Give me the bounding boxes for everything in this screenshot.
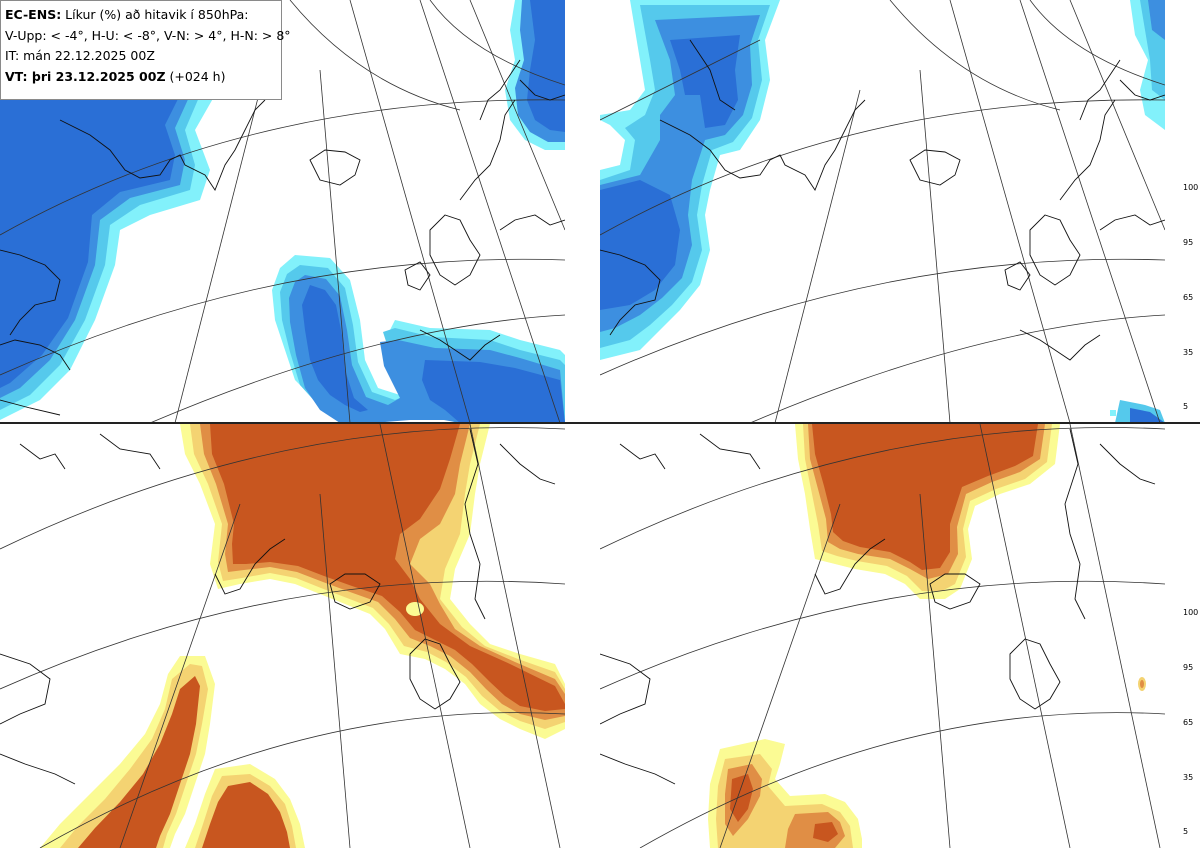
info-title-model: EC-ENS: [5, 7, 62, 22]
tick-label-100: 100 [1183, 608, 1199, 617]
tick-label-65: 65 [1183, 718, 1194, 727]
tick-label-35: 35 [1183, 348, 1194, 357]
map-panel-top-right [600, 0, 1165, 423]
graticule [0, 0, 565, 423]
coastlines [600, 39, 1165, 361]
graticule [600, 424, 1165, 848]
probability-map-cold-8 [600, 0, 1165, 423]
coastlines [0, 428, 556, 785]
tick-label-35: 35 [1183, 773, 1194, 782]
info-box: EC-ENS: Líkur (%) að hitavik í 850hPa: V… [0, 0, 291, 100]
info-valid-time: VT: þri 23.12.2025 00Z (+024 h) [5, 67, 281, 88]
probability-field [708, 424, 1146, 848]
info-valid-time-date: VT: þri 23.12.2025 00Z [5, 68, 166, 84]
info-title: EC-ENS: Líkur (%) að hitavik í 850hPa: [5, 5, 281, 26]
map-panel-bottom-right [600, 424, 1165, 848]
tick-label-95: 95 [1183, 238, 1194, 247]
graticule [0, 424, 565, 848]
probability-field [40, 424, 565, 848]
info-initial-time: IT: mán 22.12.2025 00Z [5, 48, 155, 63]
info-valid-time-lead: (+024 h) [165, 68, 226, 84]
probability-field [600, 0, 1165, 423]
coastlines [600, 428, 1156, 785]
graticule [600, 0, 1165, 423]
tick-label-100: 100 [1183, 183, 1199, 192]
info-title-description: Líkur (%) að hitavik í 850hPa: [61, 7, 249, 22]
tick-label-5: 5 [1183, 827, 1189, 836]
map-panel-bottom-left: 100 95 65 35 5 [0, 424, 565, 848]
map-panel-top-left: 100 95 65 35 5 [0, 0, 565, 423]
tick-label-65: 65 [1183, 293, 1194, 302]
info-categories: V-Upp: < -4°, H-U: < -8°, V-N: > 4°, H-N… [5, 27, 291, 43]
tick-label-5: 5 [1183, 402, 1189, 411]
tick-label-95: 95 [1183, 663, 1194, 672]
panel-gutter [565, 0, 600, 848]
panel-divider [0, 422, 1200, 424]
coastlines [0, 59, 565, 416]
probability-map-warm-4 [0, 424, 565, 848]
probability-map-warm-8 [600, 424, 1165, 848]
